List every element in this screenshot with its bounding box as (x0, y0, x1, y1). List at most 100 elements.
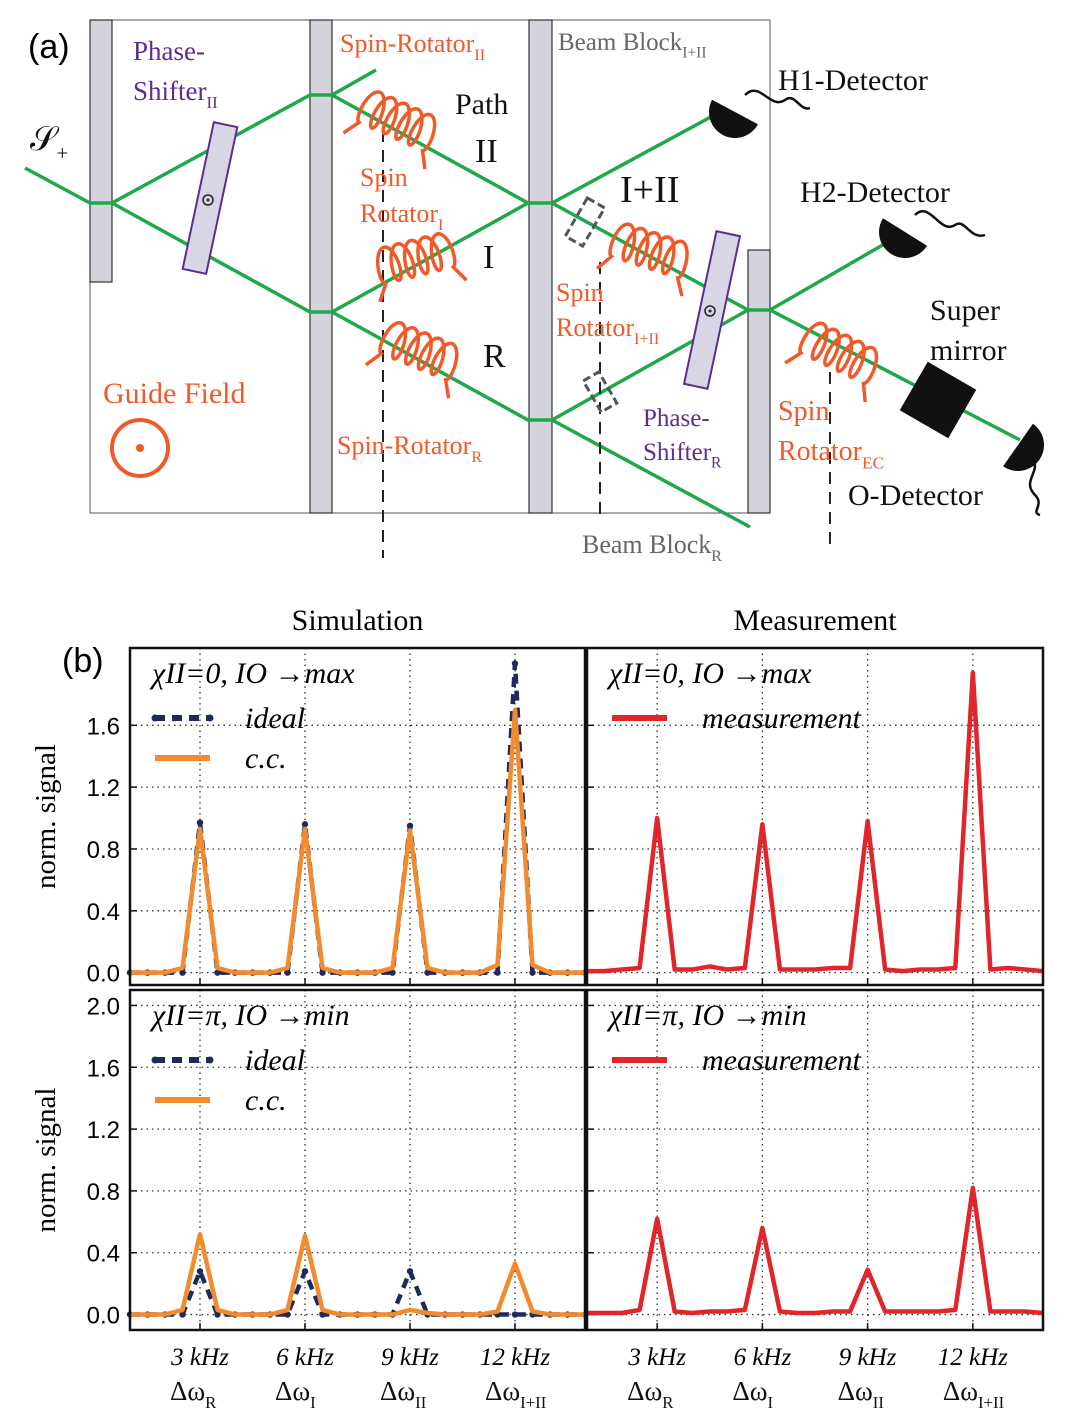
x-tick-sublabel: ΔωR (170, 1376, 217, 1412)
diagram-label-main: Rotator (778, 436, 863, 467)
x-tick-sublabel-sub: R (205, 1393, 217, 1412)
diagram-label-main: I (483, 239, 494, 276)
marker (214, 969, 221, 976)
diagram-label-main: Spin-Rotator (337, 431, 472, 460)
y-tick-label: 1.2 (87, 1117, 120, 1144)
x-tick-sublabel: ΔωR (627, 1376, 674, 1412)
x-tick-sublabel-sub: II (873, 1393, 884, 1412)
y-tick-label: 2.0 (87, 993, 120, 1020)
field-symbol (708, 309, 712, 313)
charts: 0.0 0.4 0.8 1.2 1.6 ideal c.c. χII=0, IO →max Si… (30, 604, 1045, 1412)
diagram-label: Spin (778, 396, 829, 427)
marker (179, 1311, 186, 1318)
plot: measurement χII=0, IO →max Measurement (585, 604, 1045, 987)
diagram-label-main: Phase- (133, 36, 205, 66)
x-tick-sublabel: ΔωI (732, 1376, 773, 1412)
diagram-label-sub: I+II (682, 45, 706, 62)
diagram-label: H1-Detector (778, 64, 928, 97)
marker (196, 819, 204, 826)
detector (709, 99, 758, 138)
diagram-label: Phase- (643, 405, 710, 432)
diagram-label-main: II (475, 133, 498, 170)
marker (301, 1268, 309, 1275)
legend-label: ideal (245, 1044, 305, 1077)
annotation: χII=π, IO →min (149, 999, 350, 1032)
diagram-label: mirror (930, 334, 1007, 367)
coil (595, 222, 689, 297)
diagram-label-main: I+II (620, 169, 679, 211)
beam (24, 93, 721, 205)
diagram-label: Path (455, 88, 508, 121)
diagram-label-sub: EC (862, 453, 884, 472)
diagram-label-main: Rotator (556, 313, 634, 342)
x-tick-sublabel-main: Δω (485, 1376, 520, 1406)
legend-marker (206, 714, 214, 722)
x-tick-label: 12 kHz (938, 1344, 1008, 1371)
marker (214, 1311, 221, 1318)
diagram-label: 𝒮+ (30, 121, 68, 165)
diagram-label: Spin-RotatorII (340, 29, 485, 64)
plates (89, 19, 771, 514)
marker (319, 969, 326, 976)
field-symbol (206, 198, 210, 202)
marker (179, 969, 186, 976)
diagram-label-main: mirror (930, 334, 1007, 367)
cable (914, 210, 986, 237)
diagram-label-main: 𝒮 (30, 121, 60, 158)
marker (494, 969, 501, 976)
diagram-label-sub: R (711, 455, 722, 472)
annotation: χII=π, IO →min (606, 999, 807, 1032)
series-line (587, 1185, 1044, 1316)
legend-label: measurement (702, 1044, 862, 1077)
diagram-label: II (475, 133, 498, 170)
plate (309, 19, 333, 514)
beam-blocks (563, 195, 619, 415)
diagram-label: Super (930, 294, 1000, 327)
diagram-label-main: Spin (778, 396, 829, 427)
marker (406, 1268, 414, 1275)
diagram-label: Spin-RotatorR (337, 431, 482, 466)
x-tick-sublabel: ΔωI+II (943, 1376, 1004, 1412)
phase-shifter (181, 120, 239, 276)
diagram-label-main: Super (930, 294, 1000, 327)
diagram-label-main: Path (455, 88, 508, 121)
marker (319, 1311, 326, 1318)
legend-marker (206, 1056, 214, 1064)
x-tick-sublabel-main: Δω (170, 1376, 205, 1406)
diagram-label: H2-Detector (800, 176, 950, 209)
diagram-label: Spin (360, 163, 408, 192)
series-line (130, 707, 585, 975)
field-symbol (704, 305, 716, 317)
beam (111, 201, 529, 314)
diagram-label: I (483, 239, 494, 276)
x-tick-sublabel-main: Δω (380, 1376, 415, 1406)
x-tick-sublabel-main: Δω (627, 1376, 662, 1406)
beam-block (563, 195, 607, 249)
diagram-label-main: O-Detector (848, 479, 983, 512)
diagram-label-main: Rotator (360, 199, 438, 228)
diagram-label-main: Shifter (133, 76, 207, 106)
y-tick-label: 1.6 (87, 713, 120, 740)
diagram-label-sub: II (207, 93, 218, 112)
x-tick-sublabel-sub: I (310, 1393, 316, 1412)
guide-field-symbol (136, 444, 144, 452)
y-tick-label: 1.2 (87, 775, 120, 802)
x-tick-sublabel: ΔωI (275, 1376, 316, 1412)
x-tick-sublabel-main: Δω (943, 1376, 978, 1406)
coil (784, 321, 879, 403)
y-axis-label: norm. signal (30, 744, 62, 889)
beam (551, 418, 751, 529)
marker (511, 660, 519, 667)
detector (879, 218, 928, 258)
panel-title: Simulation (292, 604, 424, 637)
diagram-label: Phase- (133, 36, 205, 66)
detector (1003, 423, 1044, 471)
phase-shifters (181, 120, 742, 390)
coils (342, 90, 879, 403)
diagram-label-main: Spin (360, 163, 408, 192)
beam (769, 233, 901, 312)
marker (284, 969, 291, 976)
marker (511, 1311, 519, 1318)
